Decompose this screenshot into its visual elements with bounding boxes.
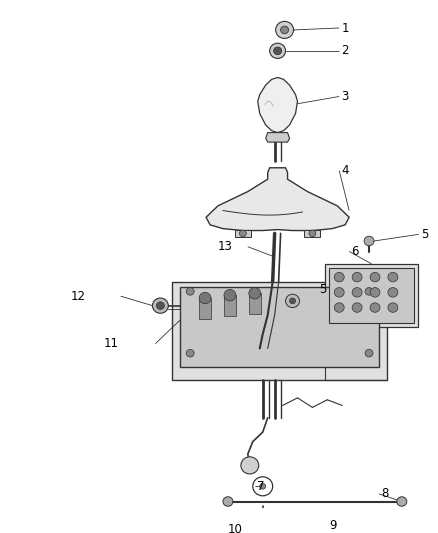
Text: 5: 5 xyxy=(421,228,428,241)
Text: 1: 1 xyxy=(341,21,349,35)
Circle shape xyxy=(281,26,289,34)
Circle shape xyxy=(388,288,398,297)
Bar xyxy=(172,282,387,380)
Circle shape xyxy=(223,497,233,506)
Circle shape xyxy=(370,272,380,282)
Circle shape xyxy=(152,298,168,313)
Circle shape xyxy=(365,288,373,295)
Text: 13: 13 xyxy=(218,240,233,253)
Bar xyxy=(253,510,273,521)
Circle shape xyxy=(224,289,236,301)
Text: 4: 4 xyxy=(341,164,349,177)
Bar xyxy=(304,230,320,237)
Text: 9: 9 xyxy=(329,519,337,532)
Text: 11: 11 xyxy=(104,337,119,350)
Text: 7: 7 xyxy=(257,480,264,493)
Bar xyxy=(224,295,236,316)
Bar xyxy=(199,298,211,319)
Bar xyxy=(329,268,414,323)
Bar xyxy=(249,293,261,314)
Circle shape xyxy=(249,288,261,299)
Text: 5: 5 xyxy=(319,283,327,296)
Circle shape xyxy=(397,497,407,506)
Bar xyxy=(325,264,418,327)
Circle shape xyxy=(286,294,300,308)
Circle shape xyxy=(334,303,344,312)
Text: 6: 6 xyxy=(351,245,359,258)
Text: 3: 3 xyxy=(341,90,349,103)
Polygon shape xyxy=(258,77,297,133)
Circle shape xyxy=(370,288,380,297)
Circle shape xyxy=(388,272,398,282)
Circle shape xyxy=(240,230,246,237)
Text: 2: 2 xyxy=(341,44,349,58)
Circle shape xyxy=(186,350,194,357)
Bar xyxy=(235,230,251,237)
Circle shape xyxy=(334,288,344,297)
Circle shape xyxy=(274,47,282,55)
Circle shape xyxy=(290,298,296,304)
Text: 12: 12 xyxy=(71,289,86,303)
Circle shape xyxy=(370,303,380,312)
Circle shape xyxy=(309,230,316,237)
Text: 8: 8 xyxy=(381,487,389,500)
Text: 10: 10 xyxy=(228,522,243,533)
Circle shape xyxy=(352,288,362,297)
Circle shape xyxy=(156,302,164,310)
Bar xyxy=(180,287,379,367)
Polygon shape xyxy=(266,133,290,142)
Circle shape xyxy=(186,288,194,295)
Circle shape xyxy=(241,457,259,474)
Circle shape xyxy=(388,303,398,312)
Circle shape xyxy=(199,292,211,304)
Polygon shape xyxy=(206,168,349,231)
Circle shape xyxy=(352,272,362,282)
Circle shape xyxy=(260,483,266,489)
Circle shape xyxy=(334,272,344,282)
Circle shape xyxy=(365,350,373,357)
Circle shape xyxy=(276,21,293,38)
Circle shape xyxy=(364,236,374,246)
Circle shape xyxy=(290,519,304,532)
Circle shape xyxy=(270,43,286,59)
Circle shape xyxy=(352,303,362,312)
